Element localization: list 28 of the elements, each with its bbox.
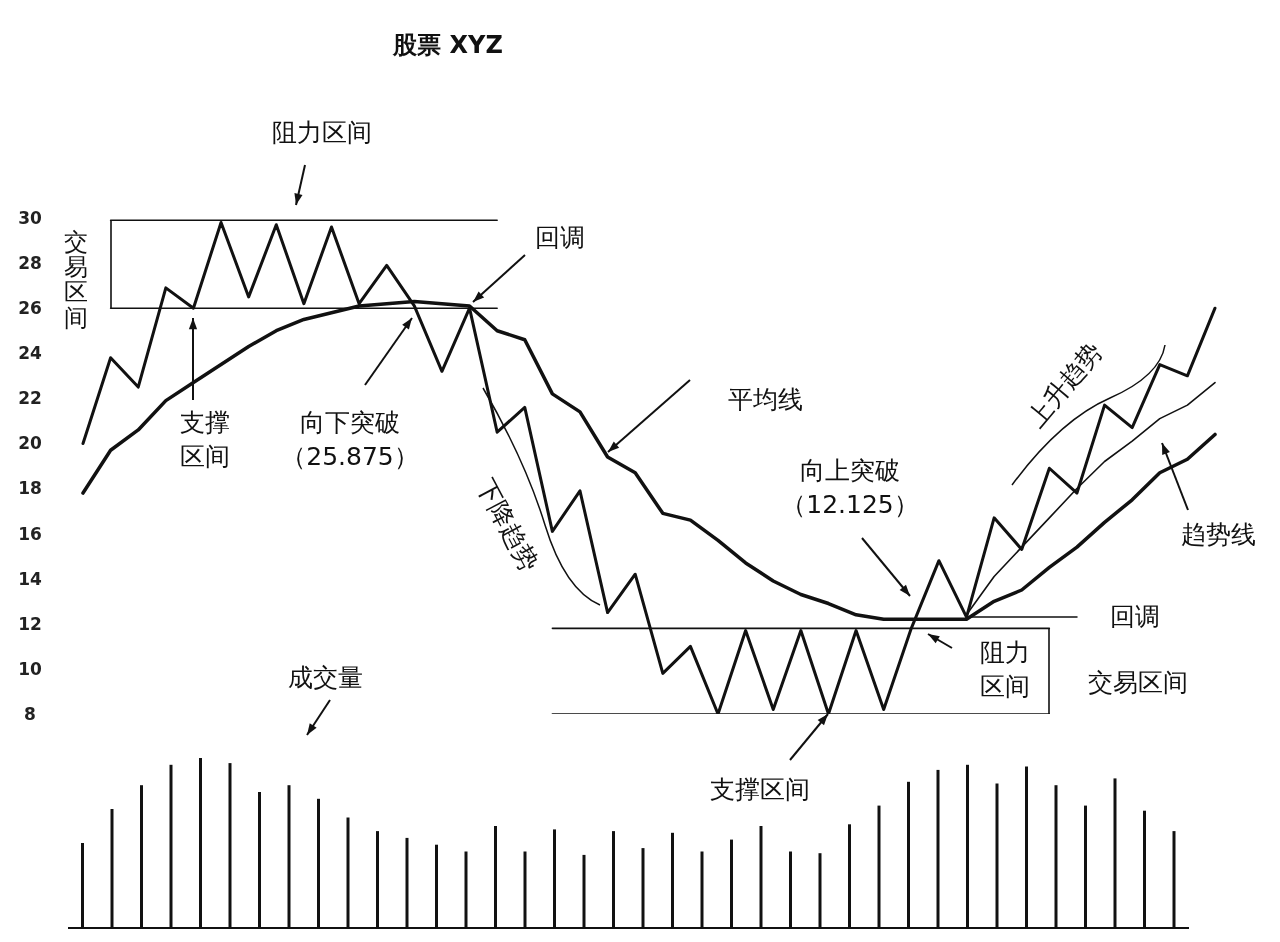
annotation: 交易区间 — [64, 227, 88, 332]
annotation: 向上突破（12.125） — [780, 455, 920, 521]
y-tick-label: 8 — [24, 703, 36, 724]
y-tick-label: 26 — [18, 298, 42, 319]
annotation: 上升趋势 — [1020, 336, 1109, 435]
annotation: 趋势线 — [1180, 519, 1256, 552]
y-tick-label: 18 — [18, 478, 42, 499]
annotation: 平均线 — [727, 384, 803, 417]
y-tick-label: 14 — [18, 568, 42, 589]
y-tick-label: 30 — [18, 207, 42, 228]
text: 阻力区间 — [272, 117, 372, 150]
y-tick-label: 22 — [18, 388, 42, 409]
y-tick-label: 10 — [18, 658, 42, 679]
annotation: 阻力区间 — [979, 637, 1031, 703]
annotation: 支撑区间 — [710, 774, 810, 807]
y-tick-label: 20 — [18, 433, 42, 454]
annotation: 回调 — [1110, 601, 1160, 634]
annotation: 支撑区间 — [179, 407, 231, 473]
y-tick-label: 16 — [18, 523, 42, 544]
annotation: 成交量 — [287, 662, 363, 695]
annotation: 交易区间 — [1088, 667, 1188, 700]
y-tick-label: 24 — [18, 343, 42, 364]
annotation: 向下突破（25.875） — [280, 407, 420, 473]
chart-title: 股票 XYZ — [393, 30, 503, 61]
y-tick-label: 12 — [18, 613, 42, 634]
annotation: 回调 — [535, 222, 585, 255]
y-tick-label: 28 — [18, 253, 42, 274]
annotation: 下降趋势 — [470, 472, 545, 578]
